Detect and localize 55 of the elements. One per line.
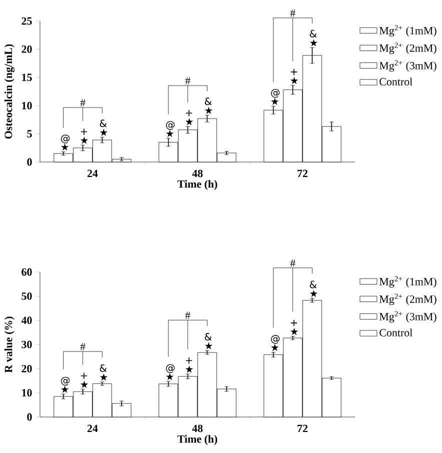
legend-label: Control (380, 328, 413, 336)
data-label: & ★ (310, 30, 318, 46)
data-label: @ ★ (271, 88, 280, 105)
annotation: # (80, 343, 86, 350)
data-label: @ ★ (166, 364, 175, 380)
y-tick-label: 50 (22, 292, 32, 300)
x-tick-label: 72 (298, 170, 308, 178)
x-tick-label: 48 (192, 170, 203, 178)
legend-label: Mg$^{2+}$ (1mM) (380, 276, 436, 288)
y-tick-label: 30 (22, 340, 32, 348)
y-tick-label: 20 (22, 364, 32, 372)
x-axis-title: Time (h) (178, 180, 218, 190)
annotation: # (80, 99, 86, 106)
y-tick-label: 60 (22, 268, 32, 276)
data-label: + ★ (290, 320, 298, 336)
y-tick-label: 10 (22, 389, 32, 397)
y-tick-label: 15 (22, 74, 32, 82)
y-axis-title: Osteocalcin (ng/mL) (4, 44, 15, 139)
data-label: + ★ (80, 128, 88, 144)
legend-label: Mg$^{2+}$ (2mM) (380, 42, 436, 54)
data-label: & ★ (204, 332, 213, 350)
data-label: & ★ (100, 120, 108, 136)
x-tick-label: 24 (88, 424, 98, 432)
data-label: + ★ (186, 358, 194, 373)
y-tick-label: 0 (27, 158, 32, 166)
annotation: # (185, 77, 190, 84)
legend-label: Mg$^{2+}$ (1mM) (380, 25, 436, 37)
data-label: @ ★ (166, 121, 175, 138)
x-tick-label: 72 (298, 424, 308, 432)
text: # (290, 260, 296, 267)
y-axis-title: R value (%) (4, 316, 15, 373)
data-label: & ★ (310, 280, 318, 298)
legend-label: Mg$^{2+}$ (3mM) (380, 311, 436, 323)
x-axis-title: Time (h) (178, 435, 218, 445)
data-label: & ★ (204, 98, 213, 114)
data-label: + ★ (290, 68, 298, 84)
data-label: @ ★ (61, 134, 70, 151)
legend-label: Control (380, 78, 413, 86)
x-tick-label: 24 (88, 170, 98, 178)
data-label: @ ★ (271, 335, 280, 352)
legend-label: Mg$^{2+}$ (3mM) (380, 60, 436, 72)
x-tick-label: 48 (192, 424, 203, 432)
y-tick-label: 0 (27, 413, 32, 421)
y-tick-label: 40 (22, 316, 32, 324)
data-label: @ ★ (61, 376, 70, 393)
y-tick-label: 5 (27, 130, 32, 138)
y-tick-label: 10 (22, 102, 32, 110)
annotation: # (185, 312, 190, 319)
text: # (290, 10, 296, 17)
data-label: + ★ (80, 372, 88, 388)
y-tick-label: 20 (22, 46, 32, 53)
data-label: + ★ (186, 110, 194, 126)
legend-label: Mg$^{2+}$ (2mM) (380, 294, 436, 306)
y-tick-label: 25 (22, 17, 32, 25)
data-label: & ★ (100, 364, 108, 381)
